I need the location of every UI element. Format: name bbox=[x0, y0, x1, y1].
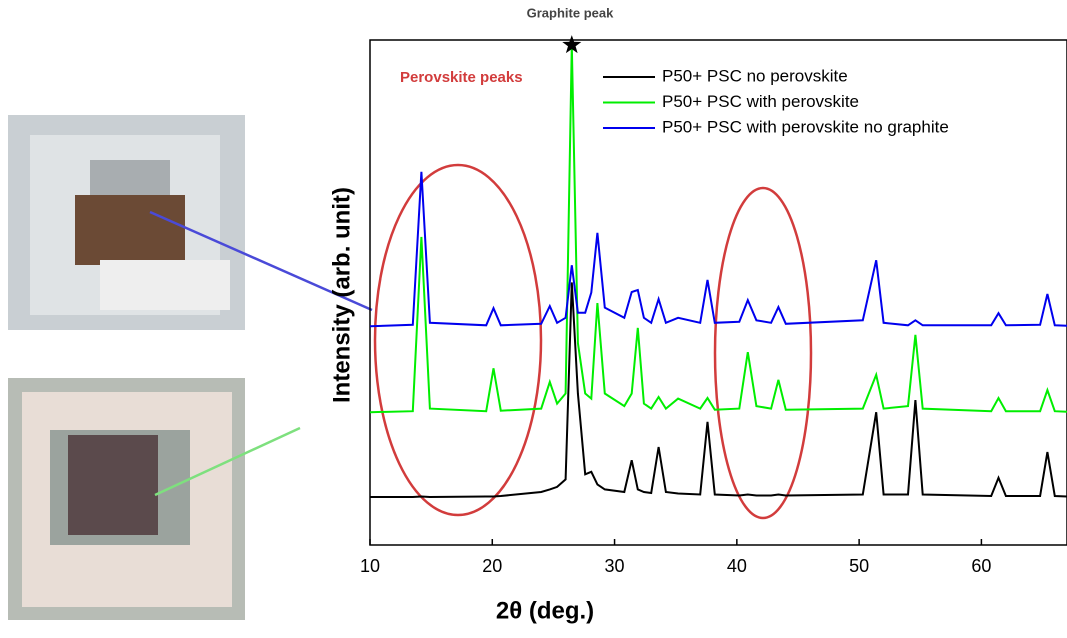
legend-label: P50+ PSC with perovskite bbox=[662, 92, 859, 111]
x-axis-label: 2θ (deg.) bbox=[496, 597, 594, 624]
arrow bbox=[149, 210, 373, 312]
star-marker bbox=[562, 35, 582, 54]
x-tick-label: 60 bbox=[971, 556, 991, 576]
x-tick-label: 40 bbox=[727, 556, 747, 576]
x-tick-label: 20 bbox=[482, 556, 502, 576]
photo-bottom bbox=[8, 378, 245, 620]
plot-frame bbox=[369, 39, 1067, 546]
legend-label: P50+ PSC with perovskite no graphite bbox=[662, 117, 949, 136]
x-tick-label: 10 bbox=[360, 556, 380, 576]
legend-label: P50+ PSC no perovskite bbox=[662, 66, 848, 85]
annotation: Perovskite peaks bbox=[400, 69, 523, 86]
highlight-ellipse bbox=[373, 163, 543, 517]
data-line bbox=[370, 282, 1067, 499]
data-line bbox=[369, 171, 1067, 328]
highlight-ellipse bbox=[713, 186, 813, 520]
y-axis-label: Intensity (arb. unit) bbox=[328, 187, 355, 403]
annotation: Graphite peak bbox=[527, 5, 614, 20]
x-tick-label: 50 bbox=[849, 556, 869, 576]
x-tick-label: 30 bbox=[605, 556, 625, 576]
arrow bbox=[154, 426, 301, 497]
data-line bbox=[369, 45, 1067, 414]
photo-top bbox=[8, 115, 245, 330]
